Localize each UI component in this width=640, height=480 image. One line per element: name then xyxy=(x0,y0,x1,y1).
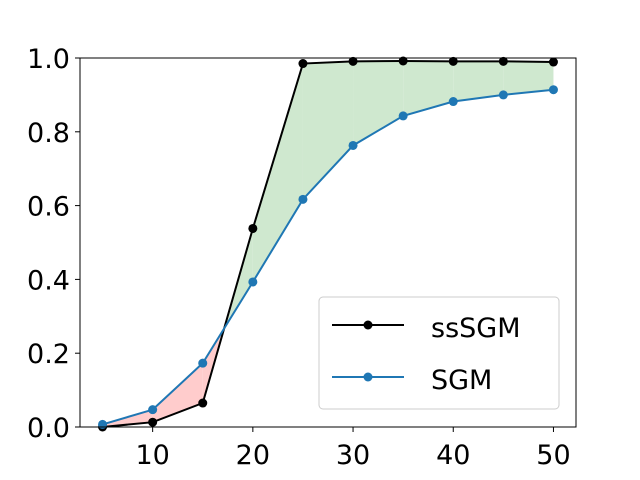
y-tick-label: 0.8 xyxy=(27,118,70,149)
series-line-sgm xyxy=(102,88,554,426)
data-point-sssgm xyxy=(448,56,458,66)
legend: ssSGM SGM xyxy=(318,296,560,410)
legend-marker-SGM xyxy=(363,372,373,382)
y-tick-label: 1.0 xyxy=(27,44,70,75)
y-axis: 0.0 0.2 0.4 0.6 0.8 1.0 xyxy=(27,44,80,444)
x-tick-label: 10 xyxy=(135,440,169,471)
fill-region xyxy=(302,61,354,200)
data-point-sssgm xyxy=(298,59,308,69)
fill-region xyxy=(252,63,303,282)
x-axis: 10 20 30 40 50 xyxy=(135,427,571,471)
data-point-sgm xyxy=(398,111,408,121)
data-point-sgm xyxy=(298,194,308,204)
legend-label-SGM: SGM xyxy=(431,365,492,396)
data-point-sgm xyxy=(198,358,208,368)
data-point-sgm xyxy=(248,277,258,287)
y-tick-label: 0.4 xyxy=(27,265,70,296)
fill-region xyxy=(453,61,504,102)
x-tick-label: 40 xyxy=(436,440,470,471)
fill-regions xyxy=(102,60,554,427)
x-tick-label: 50 xyxy=(536,440,570,471)
data-point-sssgm xyxy=(398,56,408,66)
fill-region xyxy=(353,60,404,146)
data-point-sssgm xyxy=(198,398,208,408)
y-tick-label: 0.0 xyxy=(27,413,70,444)
fill-region xyxy=(403,60,454,116)
data-point-sssgm xyxy=(148,417,158,427)
data-point-sgm xyxy=(448,97,458,107)
series-points xyxy=(98,56,558,432)
data-point-sgm xyxy=(148,405,158,415)
data-point-sgm xyxy=(498,90,508,100)
data-point-sssgm xyxy=(348,56,358,66)
data-point-sgm xyxy=(348,140,358,150)
y-tick-label: 0.6 xyxy=(27,192,70,223)
data-point-sssgm xyxy=(248,223,258,233)
plot-frame xyxy=(79,57,577,428)
fill-region xyxy=(503,61,554,95)
legend-label-ssSGM: ssSGM xyxy=(431,313,521,344)
x-tick-label: 30 xyxy=(336,440,370,471)
x-tick-label: 20 xyxy=(236,440,270,471)
legend-marker-ssSGM xyxy=(363,320,373,330)
data-point-sgm xyxy=(98,419,108,429)
data-point-sgm xyxy=(548,85,558,95)
data-point-sssgm xyxy=(498,56,508,66)
y-tick-label: 0.2 xyxy=(27,339,70,370)
data-point-sssgm xyxy=(548,57,558,67)
series-line-sssgm xyxy=(102,59,554,428)
series-lines xyxy=(102,59,554,428)
